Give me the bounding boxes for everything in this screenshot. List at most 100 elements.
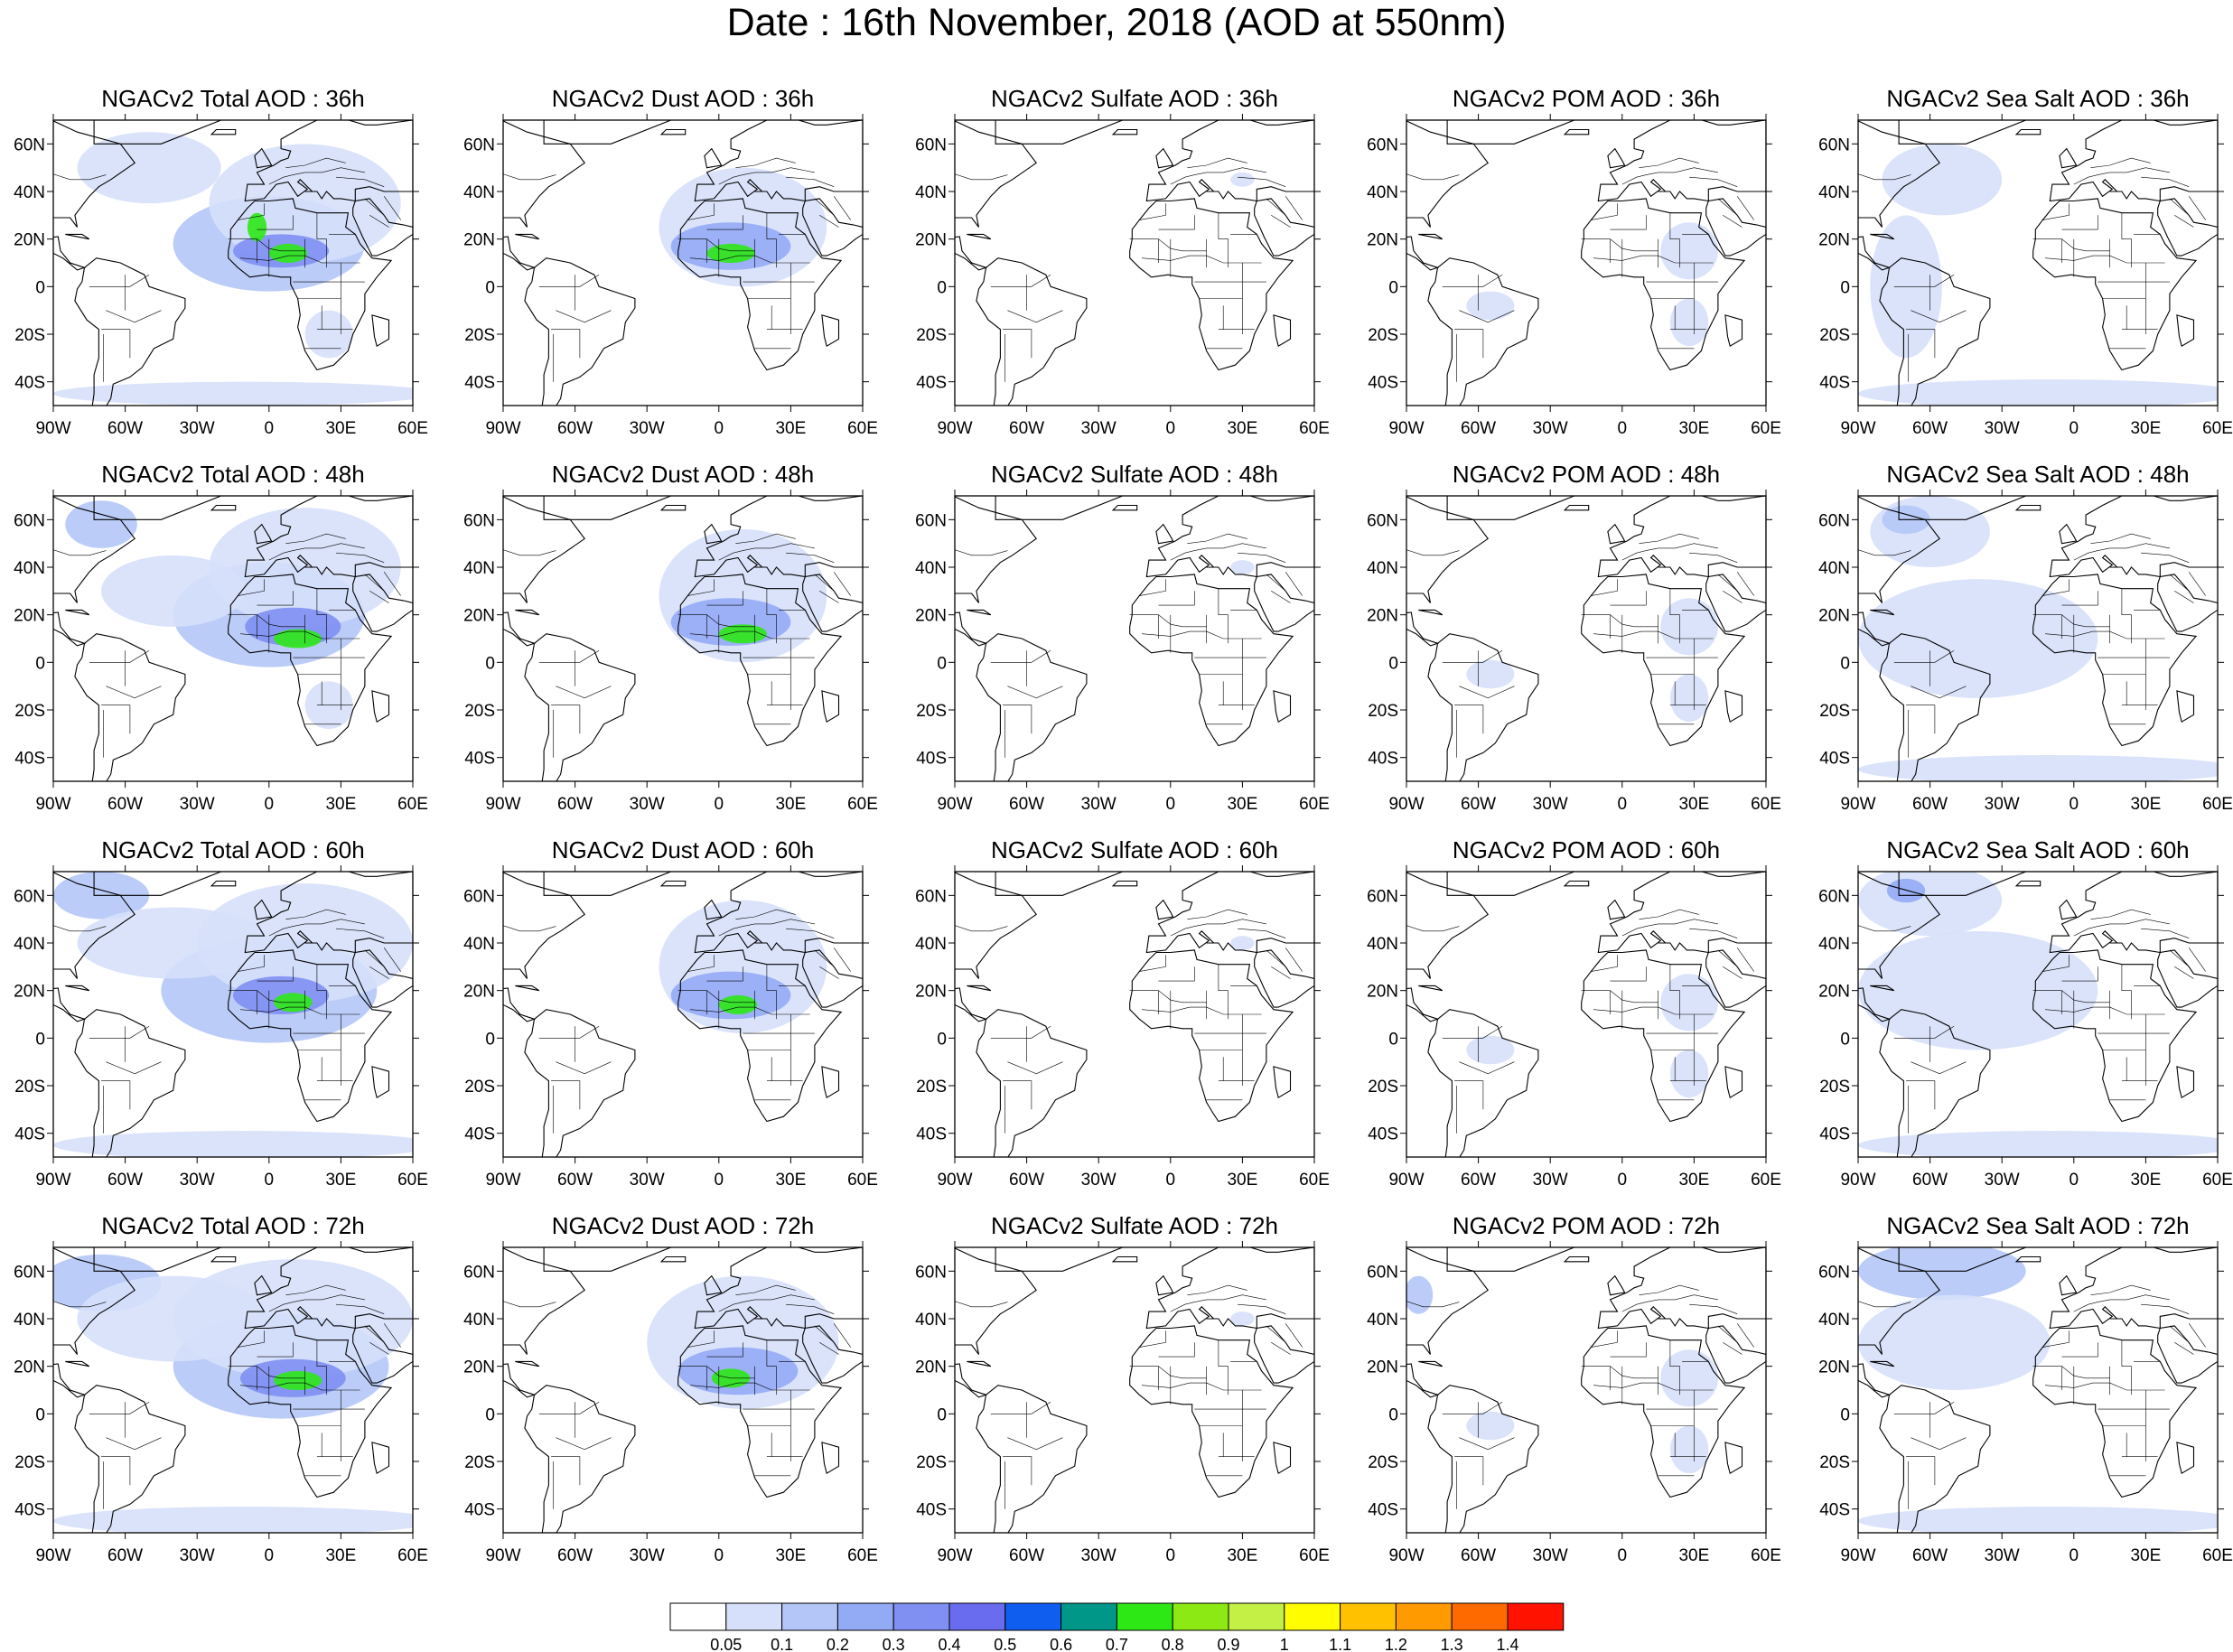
coastline (543, 120, 672, 145)
aod-blob (1858, 1247, 2026, 1300)
coastline (1581, 198, 1746, 371)
lon-tick-label: 90W (1388, 795, 1424, 814)
lat-tick-label: 0 (35, 1405, 45, 1424)
country-border (1442, 274, 1503, 287)
map-panel-pom-48h: NGACv2 POM AOD : 48h 90W 60W 30W 0 30E 60E 60N 4… (1367, 461, 1781, 814)
map-frame (52, 119, 414, 406)
coastline (1705, 198, 1766, 257)
country-border (1285, 572, 1303, 596)
lon-tick-label: 60E (1299, 419, 1330, 438)
coastline (1254, 949, 1314, 1008)
country-border (2090, 533, 2151, 544)
panel-title: NGACv2 Sea Salt AOD : 72h (1886, 1212, 2189, 1239)
country-border (1669, 1339, 1680, 1395)
lon-tick-label: 30W (180, 1171, 215, 1190)
lon-tick-label: 60E (847, 419, 878, 438)
coastline (955, 872, 1037, 1022)
lon-tick-label: 90W (35, 1546, 70, 1565)
country-border (1238, 552, 1286, 563)
coastline (1879, 257, 1991, 406)
coastline (2014, 880, 2041, 887)
country-border (1003, 705, 1032, 734)
map-panel-sulfate-48h: NGACv2 Sulfate AOD : 48h 90W 60W 30W 0 30E 60E… (915, 461, 1330, 814)
country-border (2169, 574, 2190, 592)
map-panel-total-72h: NGACv2 Total AOD : 72h 90W 60W 30W 0 30E 60E 60… (14, 1212, 428, 1565)
country-border (1723, 591, 1742, 603)
coastline (1858, 496, 1940, 647)
country-border (2188, 196, 2206, 220)
country-border (1906, 1456, 1936, 1486)
lon-tick-label: 60E (1751, 795, 1781, 814)
country-border (101, 1456, 131, 1486)
country-border (1158, 591, 1195, 606)
country-border (819, 966, 839, 979)
coastline (2176, 1442, 2195, 1475)
country-border (1459, 1437, 1515, 1451)
lon-tick-label: 30E (1227, 795, 1257, 814)
coastline (1724, 314, 1743, 348)
coastline (2014, 128, 2041, 135)
country-border (1238, 176, 1286, 187)
country-border (106, 1061, 162, 1075)
country-border (1689, 1303, 1738, 1314)
lat-tick-label: 20N (463, 983, 495, 1002)
map-frame (1406, 495, 1767, 782)
country-border (1285, 196, 1303, 220)
country-border (238, 1330, 265, 1348)
lon-tick-label: 60E (397, 1171, 428, 1190)
country-border (556, 686, 612, 699)
coastline (1607, 523, 1626, 545)
lat-tick-label: 40N (1818, 935, 1850, 954)
lon-tick-label: 0 (1166, 795, 1176, 814)
coastline (74, 257, 186, 406)
country-border (316, 1339, 327, 1395)
colorbar-swatch (948, 1602, 1006, 1631)
aod-blob (65, 500, 137, 548)
lon-tick-label: 60W (1912, 419, 1948, 438)
lon-tick-label: 0 (2069, 795, 2079, 814)
coastline (1111, 504, 1138, 511)
country-border (257, 215, 294, 230)
aod-blob (53, 381, 413, 406)
country-border (890, 210, 938, 225)
aod-blob (1858, 1294, 2051, 1391)
country-border (89, 1401, 150, 1414)
coastline (976, 257, 1088, 406)
map-frame (52, 1246, 414, 1534)
map-frame (1857, 1246, 2219, 1534)
colorbar-swatch (669, 1602, 727, 1631)
panel-title: NGACv2 Sulfate AOD : 60h (991, 836, 1278, 863)
coastline (74, 633, 186, 781)
colorbar-label: 0.7 (1106, 1636, 1128, 1652)
coastline (2059, 147, 2078, 169)
lat-tick-label: 0 (485, 1405, 495, 1424)
coastline (1111, 1255, 1138, 1263)
lon-tick-label: 0 (2069, 1171, 2079, 1190)
coastline (2049, 1247, 2218, 1330)
coastline (228, 574, 393, 747)
coastline (53, 1247, 135, 1398)
coastline (1870, 233, 1895, 240)
aod-blob (274, 629, 322, 649)
lat-tick-label: 0 (485, 654, 495, 673)
lon-tick-label: 90W (1840, 419, 1875, 438)
coastline (1254, 574, 1314, 632)
aod-blob (718, 624, 767, 644)
panel-title: NGACv2 POM AOD : 36h (1453, 85, 1720, 112)
lat-tick-label: 0 (937, 654, 947, 673)
coastline (694, 1247, 863, 1330)
map-frame (502, 495, 864, 782)
country-border (1158, 1342, 1195, 1358)
aod-blob (53, 1507, 413, 1533)
coastline (2059, 523, 2078, 545)
country-border (1621, 543, 1718, 561)
lon-tick-label: 60E (2202, 795, 2233, 814)
aod-blob (1660, 222, 1718, 280)
coastline (704, 1274, 723, 1296)
lon-tick-label: 0 (715, 419, 724, 438)
country-border (316, 588, 327, 644)
coastline (1406, 872, 1489, 1022)
country-border (1266, 574, 1286, 592)
lon-tick-label: 30E (1678, 1171, 1709, 1190)
coastline (1870, 609, 1895, 616)
